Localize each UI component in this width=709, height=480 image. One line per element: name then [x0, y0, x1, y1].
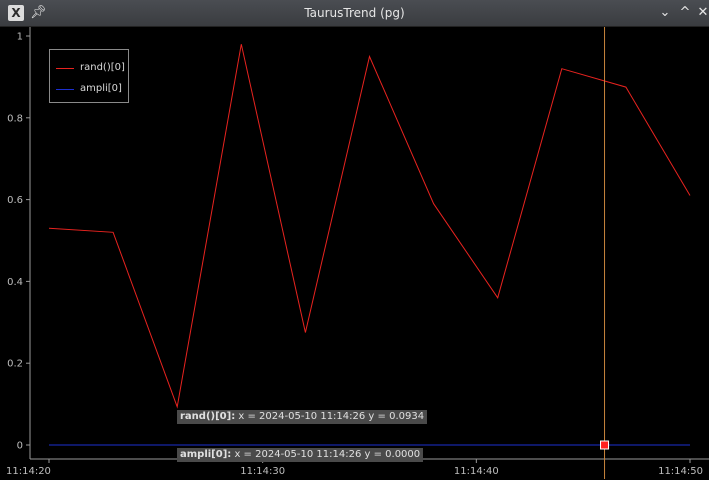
y-tick-label: 0.4 — [7, 277, 23, 288]
y-tick-label: 0.6 — [7, 195, 23, 206]
trend-plot[interactable]: 0 0.2 0.4 0.6 0.8 1 11:14:20 11:14:30 11:14:40 11… — [0, 27, 709, 480]
x-tick-label: 11:14:50 — [658, 466, 703, 477]
legend-swatch-ampli — [56, 89, 74, 90]
y-tick-label: 0 — [17, 441, 23, 452]
y-tick-label: 0.8 — [7, 113, 23, 124]
crosshair-series-ampli: ampli[0]: — [180, 449, 232, 460]
x-tick-label: 11:14:40 — [454, 466, 499, 477]
close-button[interactable]: ✕ — [697, 5, 709, 20]
maximize-button[interactable]: ^ — [679, 5, 691, 20]
minimize-button[interactable]: ⌄ — [659, 5, 671, 20]
crosshair-readout-ampli: ampli[0]: x = 2024-05-10 11:14:26 y = 0.… — [177, 448, 424, 462]
crosshair-series-rand: rand()[0]: — [180, 411, 236, 422]
crosshair-readout-rand: rand()[0]: x = 2024-05-10 11:14:26 y = 0… — [177, 410, 428, 424]
title-bar[interactable]: X 📌︎ TaurusTrend (pg) ⌄ ^ ✕ — [0, 0, 709, 27]
legend-label-ampli: ampli[0] — [80, 83, 122, 94]
pin-icon[interactable]: 📌︎ — [30, 5, 47, 20]
window-title: TaurusTrend (pg) — [304, 6, 405, 20]
crosshair-value-rand: x = 2024-05-10 11:14:26 y = 0.0934 — [235, 411, 425, 422]
x-tick-label: 11:14:30 — [240, 466, 285, 477]
y-tick-label: 1 — [17, 32, 23, 43]
crosshair-value-ampli: x = 2024-05-10 11:14:26 y = 0.0000 — [231, 449, 421, 460]
series-line-rand — [48, 44, 691, 409]
taurus-x-icon[interactable]: X — [8, 5, 24, 21]
crosshair-marker-ampli — [600, 440, 610, 450]
legend-label-rand: rand()[0] — [80, 62, 125, 73]
legend[interactable]: rand()[0] ampli[0] — [49, 49, 129, 103]
x-tick-label: 11:14:20 — [6, 466, 51, 477]
legend-swatch-rand — [56, 68, 74, 69]
y-tick-label: 0.2 — [7, 359, 23, 370]
